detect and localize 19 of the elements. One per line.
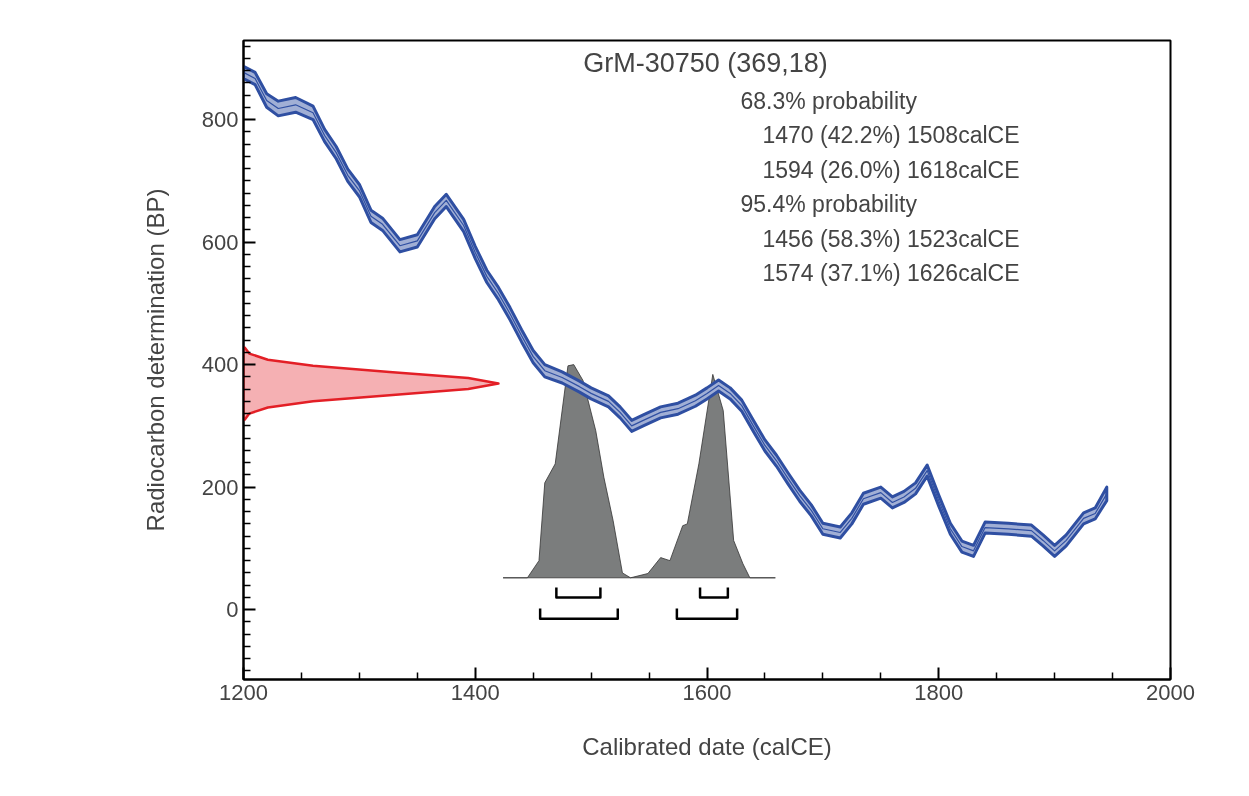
x-tick-label: 1600 xyxy=(682,679,732,705)
y-tick-label: 0 xyxy=(226,597,239,623)
x-tick-label: 1200 xyxy=(219,679,268,705)
x-tick-label: 2000 xyxy=(1146,679,1195,705)
x-tick-label: 1400 xyxy=(450,679,500,705)
y-tick-label: 800 xyxy=(201,107,239,133)
x-axis-title: Calibrated date (calCE) xyxy=(582,732,832,760)
chart-title: GrM-30750 (369,18) xyxy=(583,47,828,78)
annotation: 1574 (37.1%) 1626calCE xyxy=(762,260,1020,286)
y-axis-title: Radiocarbon determination (BP) xyxy=(141,188,169,532)
y-tick-label: 400 xyxy=(201,352,239,378)
x-tick-label: 1800 xyxy=(914,679,964,705)
annotation: 95.4% probability xyxy=(740,191,918,217)
annotation: 1470 (42.2%) 1508calCE xyxy=(762,122,1020,148)
annotation: 68.3% probability xyxy=(740,87,918,114)
y-tick-label: 600 xyxy=(201,229,239,255)
annotation: 1456 (58.3%) 1523calCE xyxy=(762,225,1020,252)
annotation: 1594 (26.0%) 1618calCE xyxy=(762,156,1020,183)
y-tick-label: 200 xyxy=(201,474,239,500)
